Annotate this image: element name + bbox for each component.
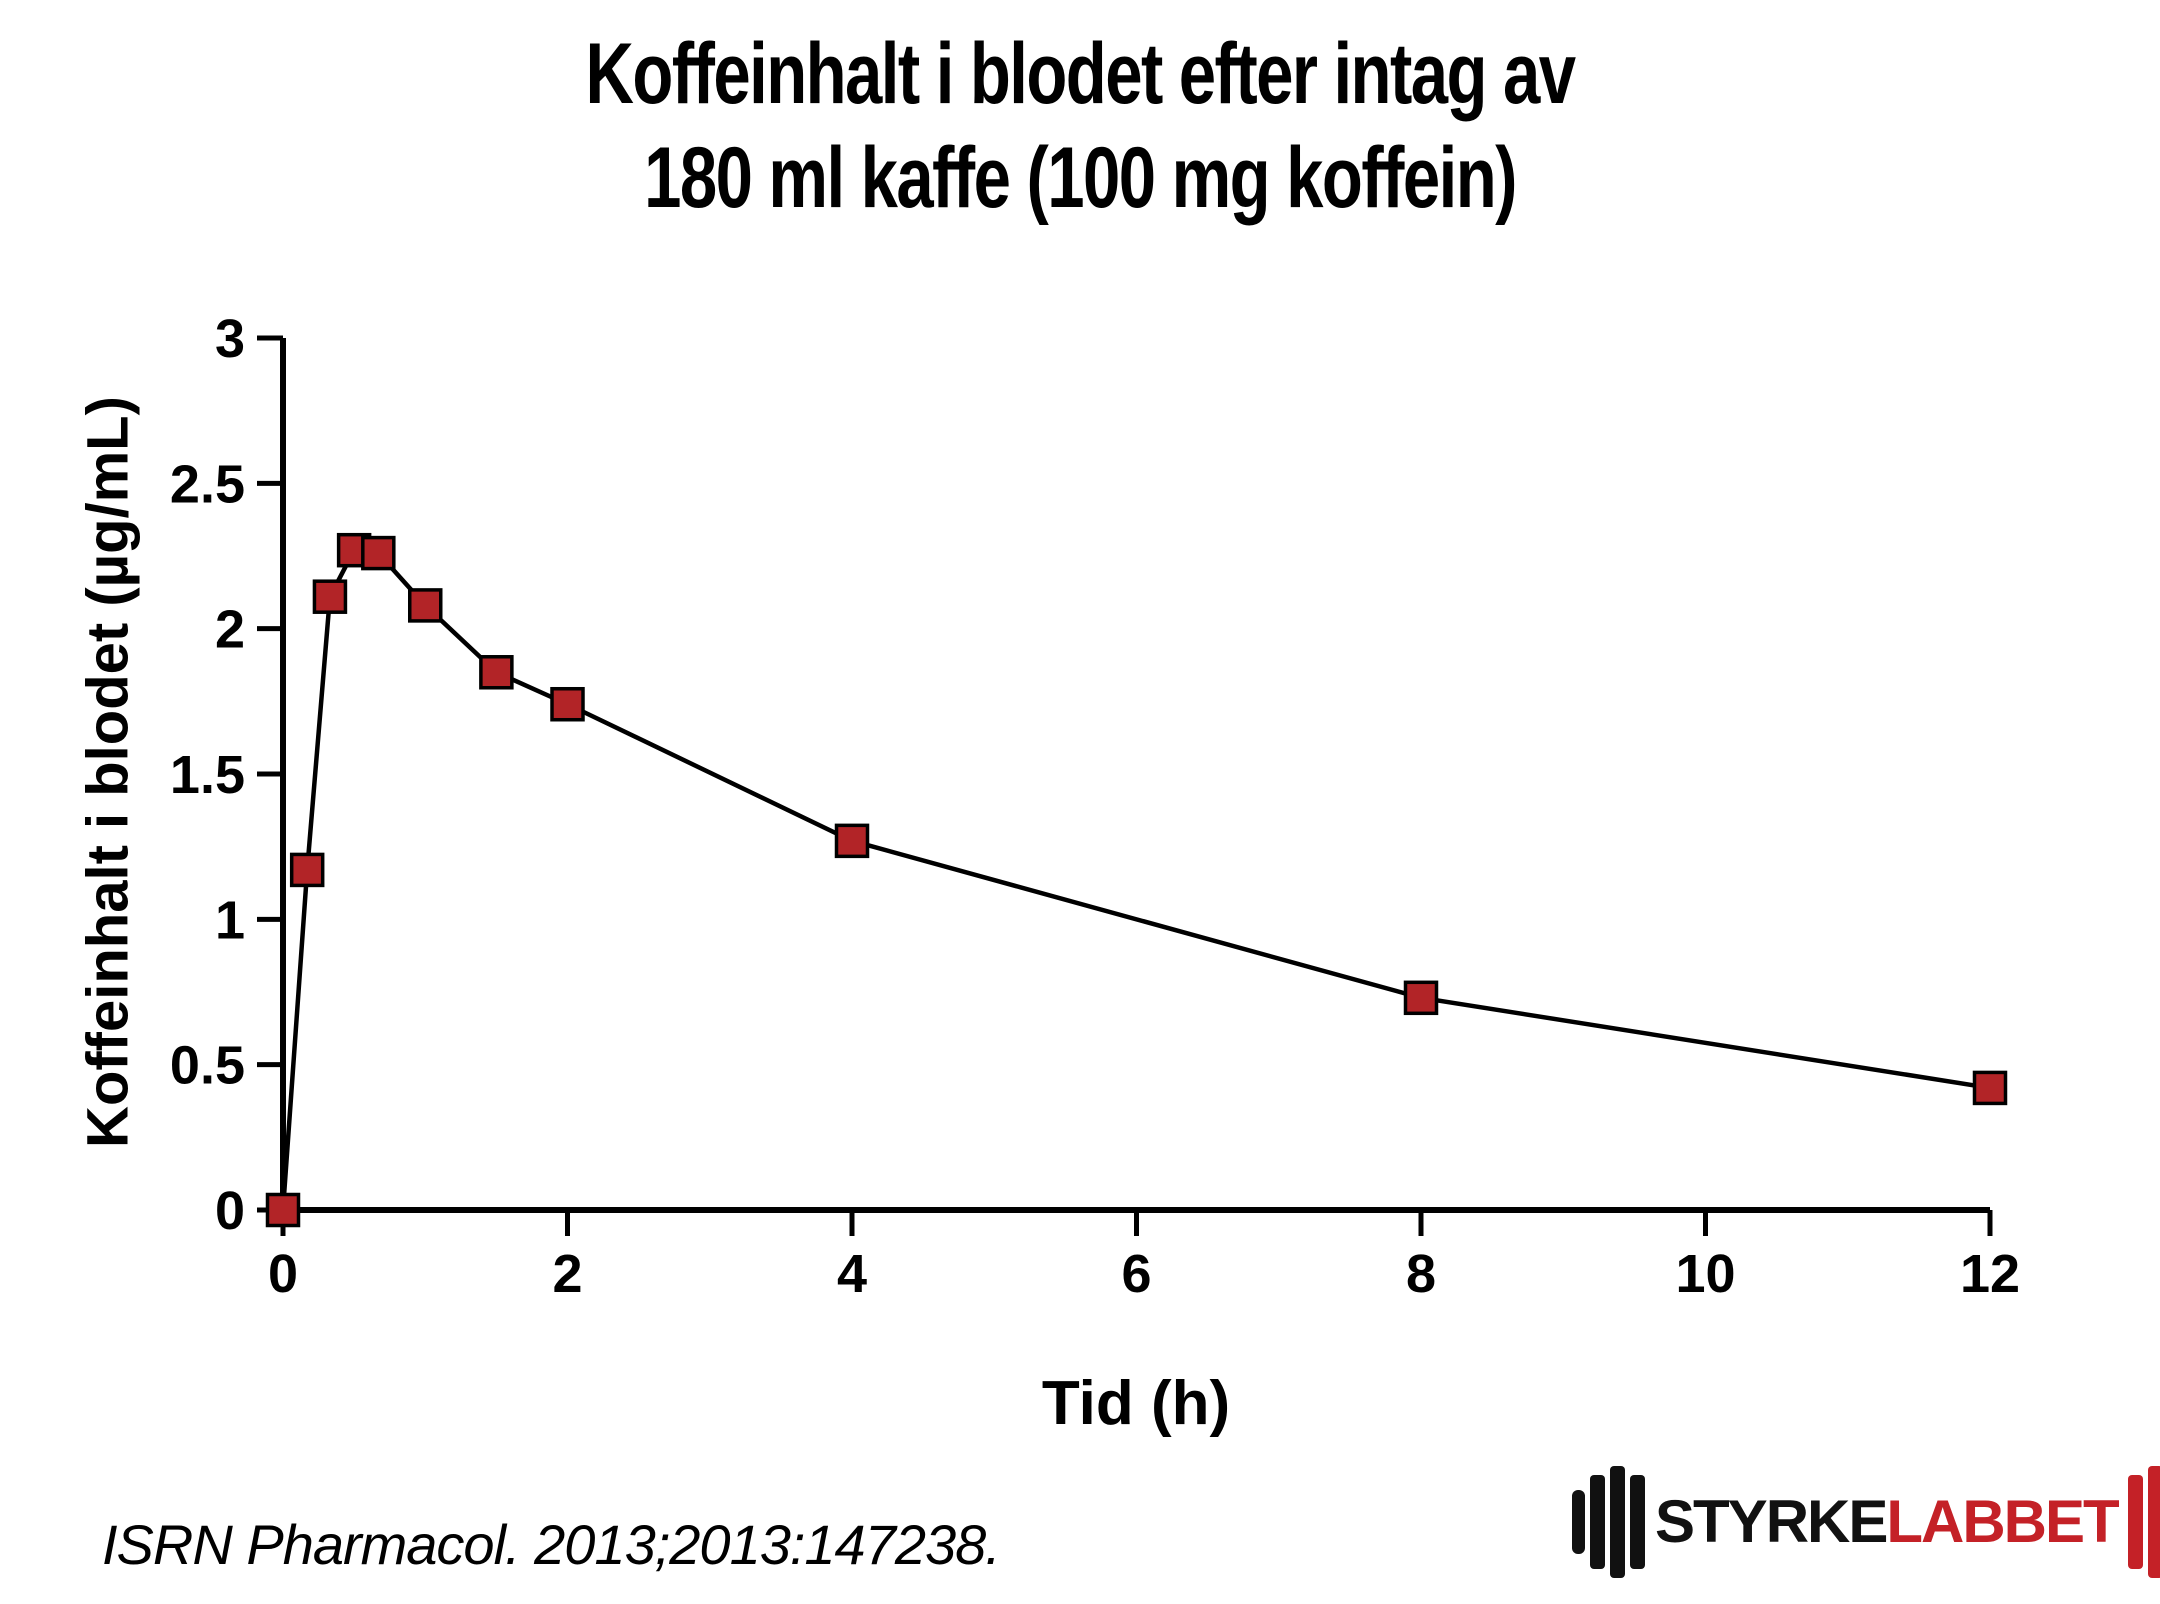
y-tick-label: 0 [215,1181,245,1241]
x-tick-label: 2 [552,1244,582,1304]
data-point-marker [312,579,348,614]
y-axis-label: Koffeinhalt i blodet (µg/mL) [75,396,141,1148]
data-point-marker [361,535,396,571]
y-tick-label: 0.5 [170,1036,245,1096]
barbell-left-icon [1572,1466,1645,1578]
barbell-plate-icon [1630,1475,1645,1569]
chart-title-line1: Koffeinhalt i blodet efter intag av [585,26,1577,122]
y-tick-label: 2.5 [170,454,245,514]
data-point-marker [479,655,514,690]
x-tick-label: 6 [1121,1244,1151,1304]
x-tick-label: 4 [837,1244,867,1304]
styrkelabbet-logo: STYRKELABBET [1572,1464,2160,1580]
x-axis-label: Tid (h) [1041,1369,1231,1438]
data-point-marker [289,852,325,888]
barbell-plate-icon [2147,1466,2160,1578]
source-citation: ISRN Pharmacol. 2013;2013:147238. [102,1513,1001,1576]
chart-title: Koffeinhalt i blodet efter intag av 180 … [0,22,2160,230]
data-point-marker [834,823,870,859]
y-tick-label: 1.5 [170,745,245,805]
logo-wordmark: STYRKELABBET [1655,1464,2120,1580]
data-point-marker [265,1192,301,1228]
data-point-marker [1403,980,1439,1016]
axis-lines [280,338,1990,1213]
y-tick-label: 1 [215,890,245,950]
x-tick-label: 10 [1675,1244,1735,1304]
data-point-marker [550,686,585,722]
x-tick-label: 8 [1406,1244,1436,1304]
logo-text-styrke: STYRKE [1655,1488,1888,1555]
y-tick-label: 3 [215,309,245,369]
data-line [280,547,1991,1211]
barbell-plate-icon [2127,1475,2143,1569]
x-tick-label: 12 [1960,1244,2020,1304]
x-tick-label: 0 [268,1244,298,1304]
y-tick-label: 2 [215,600,245,660]
barbell-right-icon [2127,1466,2160,1578]
data-point-marker [1972,1070,2008,1106]
barbell-plate-icon [1610,1466,1625,1578]
barbell-plate-icon [1590,1475,1605,1569]
logo-text-labbet: LABBET [1886,1488,2119,1555]
chart-title-line2: 180 ml kaffe (100 mg koffein) [644,130,1517,226]
data-point-marker [408,588,443,623]
barbell-bar-icon [1572,1490,1585,1554]
